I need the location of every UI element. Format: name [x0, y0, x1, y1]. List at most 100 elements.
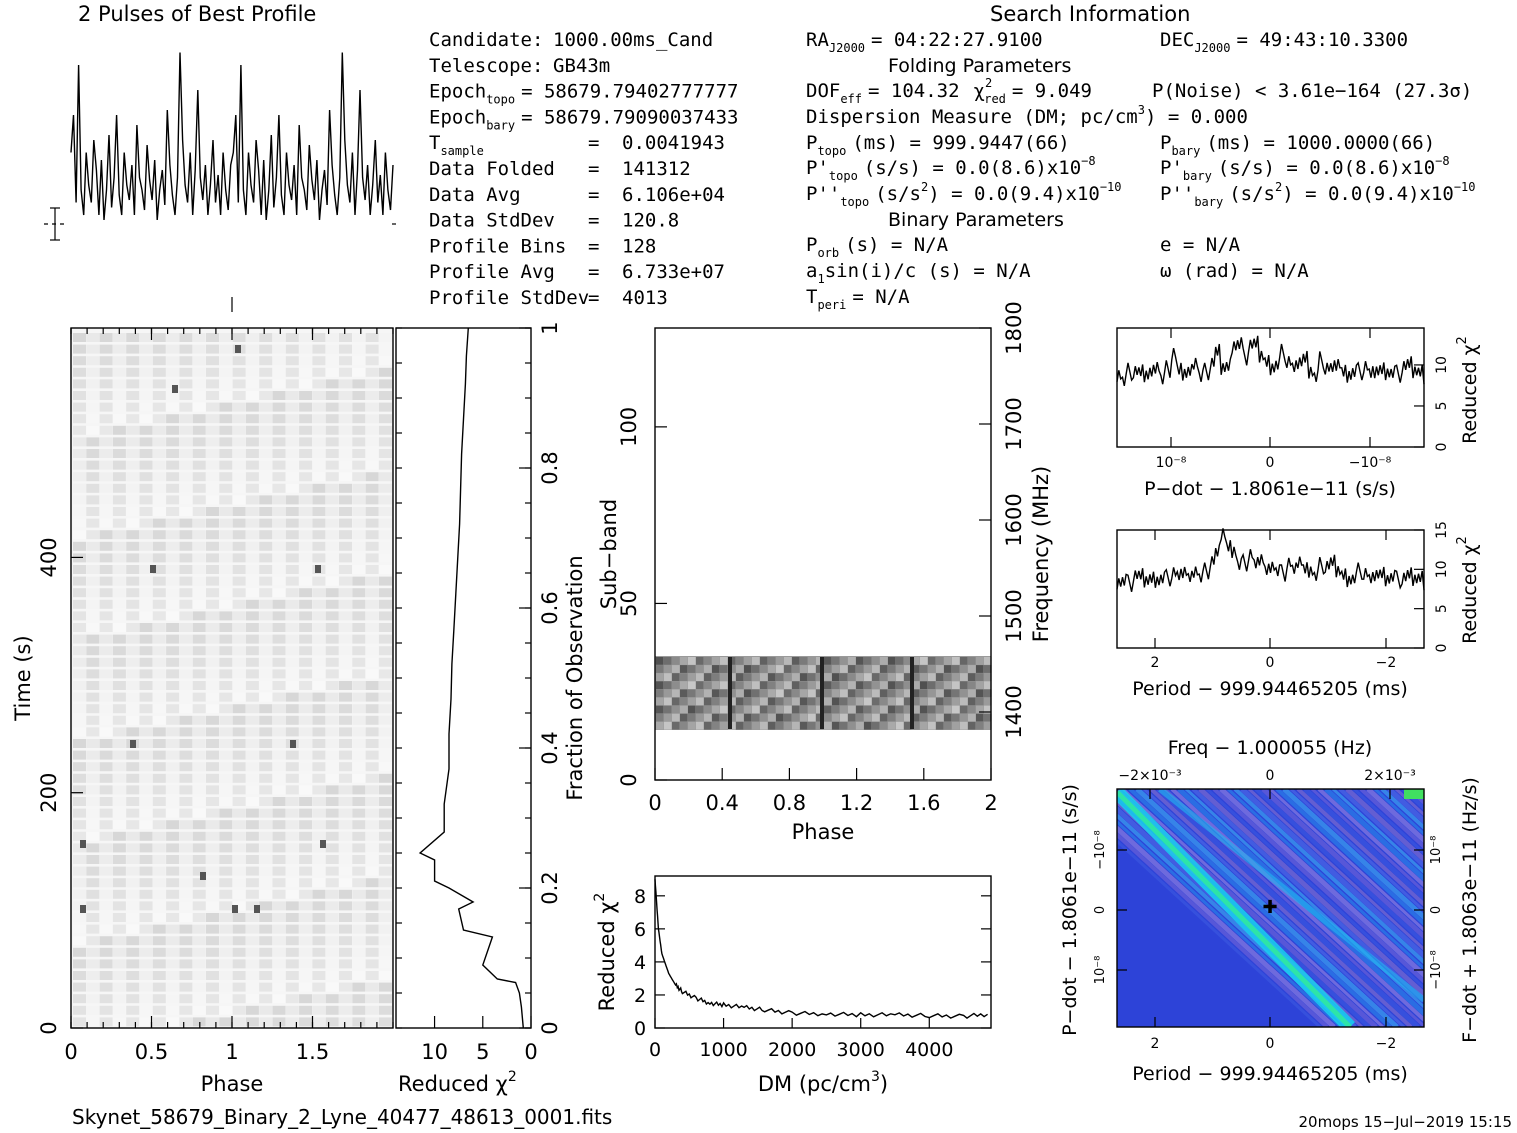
time-phase-cell — [73, 855, 86, 864]
time-phase-cell — [365, 739, 379, 748]
time-phase-cell — [206, 785, 219, 795]
subband-cell — [776, 697, 784, 706]
time-phase-cell — [245, 576, 259, 586]
time-phase-cell — [352, 982, 366, 992]
phase-axis-label: Phase — [201, 1072, 264, 1096]
dm-x-tick-label: 0 — [649, 1039, 661, 1061]
heatmap-streak — [1268, 789, 1424, 933]
subband-cell — [888, 673, 896, 681]
time-phase-cell — [73, 808, 86, 818]
subband-cell — [736, 689, 744, 698]
time-phase-cell — [299, 414, 313, 424]
time-phase-cell — [99, 483, 113, 493]
subband-cell — [928, 697, 936, 706]
time-phase-cell — [112, 727, 126, 737]
time-phase-cell — [312, 460, 326, 470]
time-phase-cell — [99, 889, 113, 899]
time-phase-cell — [312, 692, 326, 702]
time-phase-cell — [285, 623, 299, 632]
subband-cell — [744, 697, 752, 706]
time-phase-cell — [139, 379, 153, 389]
time-phase-cell — [312, 797, 326, 806]
time-phase-cell — [378, 936, 392, 946]
time-phase-cell — [339, 669, 352, 679]
time-phase-cell — [365, 414, 379, 424]
time-phase-cell — [232, 1017, 246, 1027]
time-phase-cell — [325, 576, 339, 586]
time-phase-cell — [112, 530, 126, 540]
subband-cell — [944, 673, 952, 681]
time-phase-cell — [73, 994, 86, 1004]
time-phase-cell — [245, 715, 259, 725]
time-phase-cell — [99, 692, 113, 702]
time-phase-cell — [245, 634, 259, 644]
time-phase-cell — [352, 483, 366, 493]
time-phase-cell — [99, 727, 113, 737]
time-phase-cell — [179, 866, 193, 876]
time-phase-cell — [312, 831, 326, 841]
time-phase-cell — [86, 1005, 100, 1015]
time-phase-cell — [206, 472, 219, 482]
subband-cell — [760, 697, 768, 706]
time-phase-cell — [166, 530, 180, 540]
time-phase-cell — [245, 704, 259, 714]
subband-cell — [840, 689, 848, 698]
time-phase-cell — [112, 518, 126, 528]
time-phase-cell — [192, 344, 206, 354]
time-phase-cell — [325, 947, 339, 957]
time-phase-cell — [73, 878, 86, 888]
time-phase-cell — [352, 971, 366, 980]
time-phase-cell — [232, 808, 246, 818]
time-phase-cell — [259, 994, 273, 1004]
time-phase-cell — [232, 553, 246, 563]
time-phase-cell — [365, 866, 379, 876]
time-phase-cell — [179, 692, 193, 702]
time-phase-cell — [179, 472, 193, 482]
time-phase-cell — [73, 1017, 86, 1027]
time-phase-cell — [285, 924, 299, 934]
subband-cell — [656, 705, 664, 714]
time-phase-cell — [272, 379, 286, 389]
time-phase-cell — [232, 379, 246, 389]
time-phase-cell — [206, 588, 219, 598]
subband-cell — [664, 705, 672, 714]
time-phase-cell — [139, 541, 153, 551]
chi2-axis-label: Reduced χ2 — [398, 1069, 517, 1096]
time-phase-cell — [126, 820, 140, 830]
time-phase-cell — [73, 785, 86, 795]
subband-cell — [912, 681, 920, 690]
subband-cell — [856, 657, 864, 665]
dm-x-tick-label: 4000 — [905, 1039, 953, 1061]
subband-cell — [976, 657, 984, 665]
time-phase-cell — [272, 530, 286, 540]
subband-cell — [672, 721, 680, 730]
time-phase-cell — [312, 634, 326, 644]
heatmap-streak — [1156, 789, 1420, 1027]
time-phase-cell — [325, 507, 339, 516]
time-phase-cell — [73, 959, 86, 969]
time-phase-cell — [285, 750, 299, 760]
time-phase-cell — [112, 971, 126, 980]
subband-cell — [928, 689, 936, 698]
time-phase-cell — [285, 1017, 299, 1027]
time-phase-cell — [219, 797, 233, 806]
profile-line — [70, 52, 394, 221]
time-phase-cell — [152, 727, 166, 737]
info-row-eq: = — [588, 210, 599, 232]
time-phase-cell — [99, 1005, 113, 1015]
subband-cell — [784, 657, 792, 665]
time-phase-cell — [325, 391, 339, 400]
time-phase-cell — [378, 924, 392, 934]
time-phase-cell — [365, 959, 379, 969]
info-row-value: 6.106e+04 — [622, 184, 725, 206]
time-phase-cell — [325, 634, 339, 644]
subband-cell — [784, 665, 792, 673]
subband-cell — [848, 721, 856, 730]
time-phase-cell — [99, 913, 113, 922]
time-phase-cell — [73, 518, 86, 528]
time-phase-cell — [299, 553, 313, 563]
time-phase-cell — [285, 425, 299, 435]
time-phase-cell — [285, 762, 299, 772]
time-phase-cell — [378, 797, 392, 806]
time-phase-cell — [152, 472, 166, 482]
